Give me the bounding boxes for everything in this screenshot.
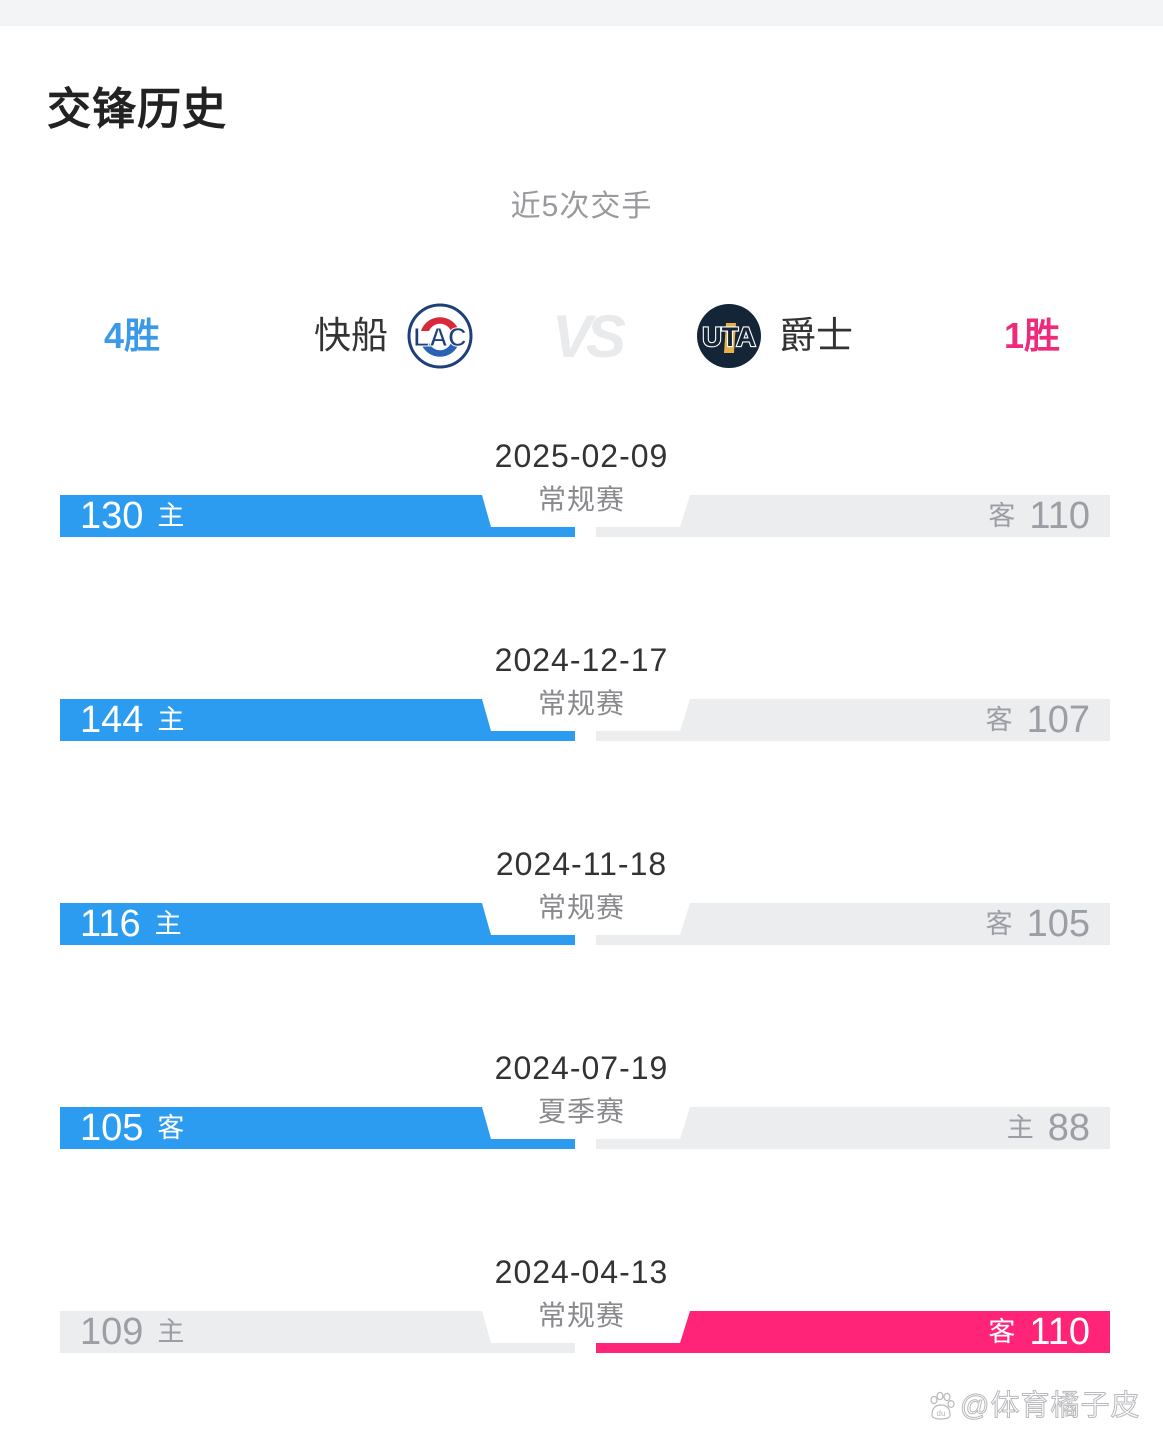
match-date: 2024-07-19 [494, 1050, 669, 1086]
match-type: 常规赛 [537, 484, 625, 515]
left-score: 144 [80, 699, 144, 741]
match-type: 夏季赛 [537, 1096, 625, 1127]
left-score: 109 [80, 1311, 144, 1353]
svg-text:UTA: UTA [702, 322, 756, 352]
right-team-name[interactable]: 爵士 [779, 315, 853, 356]
left-home-away: 主 [157, 501, 185, 531]
match-row[interactable]: 2025-02-09 常规赛 130 主 客 110 [0, 430, 1163, 540]
right-score: 110 [1029, 495, 1090, 537]
left-team-name[interactable]: 快船 [314, 315, 388, 356]
right-home-away: 主 [1006, 1113, 1034, 1143]
page-title: 交锋历史 [47, 85, 227, 134]
right-score: 107 [1026, 699, 1090, 741]
right-home-away: 客 [988, 501, 1016, 531]
match-date: 2024-11-18 [495, 846, 668, 882]
team-summary-row: 4胜 快船 LAC VS UTA 爵士 1胜 [0, 300, 1163, 372]
right-score: 110 [1029, 1311, 1090, 1353]
left-home-away: 客 [157, 1113, 185, 1143]
left-score: 130 [80, 495, 144, 537]
match-date: 2024-12-17 [494, 642, 669, 678]
match-row[interactable]: 2024-12-17 常规赛 144 主 客 107 [0, 634, 1163, 744]
left-home-away: 主 [157, 705, 185, 735]
svg-text:LAC: LAC [413, 322, 467, 352]
right-home-away: 客 [988, 1317, 1016, 1347]
section-subtitle: 近5次交手 [510, 190, 653, 223]
right-home-away: 客 [985, 909, 1013, 939]
svg-text:du: du [937, 1409, 946, 1418]
match-type: 常规赛 [537, 892, 625, 923]
clippers-logo-icon[interactable]: LAC [407, 303, 473, 369]
match-type: 常规赛 [537, 688, 625, 719]
right-team-wins: 1胜 [1004, 315, 1061, 356]
top-band [0, 0, 1163, 26]
left-score: 116 [80, 903, 141, 945]
watermark-text: @体育橘子皮 [959, 1390, 1141, 1423]
left-score-bar: 130 主 [60, 495, 575, 537]
right-home-away: 客 [985, 705, 1013, 735]
match-type: 常规赛 [537, 1300, 625, 1331]
match-row[interactable]: 2024-04-13 常规赛 109 主 客 110 [0, 1246, 1163, 1356]
right-score: 105 [1026, 903, 1090, 945]
left-score: 105 [80, 1107, 144, 1149]
match-date: 2024-04-13 [494, 1254, 669, 1290]
jazz-logo-icon[interactable]: UTA [696, 303, 762, 369]
left-home-away: 主 [157, 1317, 185, 1347]
match-row[interactable]: 2024-11-18 常规赛 116 主 客 105 [0, 838, 1163, 948]
watermark: du @体育橘子皮 [926, 1386, 1140, 1426]
left-team-wins: 4胜 [104, 315, 161, 356]
match-date: 2025-02-09 [494, 438, 669, 474]
match-row[interactable]: 2024-07-19 夏季赛 105 客 主 88 [0, 1042, 1163, 1152]
vs-icon: VS [551, 303, 626, 370]
left-home-away: 主 [154, 909, 182, 939]
right-score: 88 [1047, 1107, 1090, 1149]
baidu-paw-icon: du [930, 1391, 955, 1420]
